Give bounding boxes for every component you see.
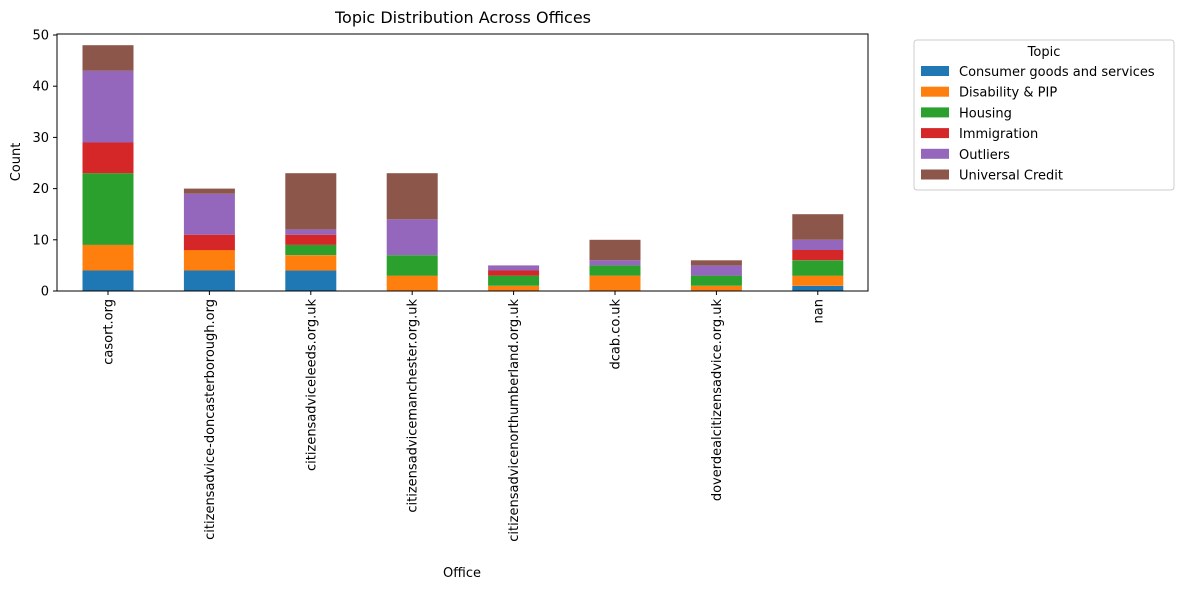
legend-item-label: Universal Credit (959, 169, 1063, 184)
bar-segment (488, 275, 540, 286)
bar-segment (183, 270, 235, 291)
bar-segment (82, 70, 134, 143)
legend-swatch (921, 86, 949, 97)
legend-swatch (921, 107, 949, 118)
bar-segment (285, 234, 337, 245)
bar-segment (488, 270, 540, 276)
x-tick-label: doverdealcitizensadvice.org.uk (710, 299, 725, 502)
x-tick-label: citizensadvicenorthumberland.org.uk (507, 299, 522, 542)
bar-segment (82, 270, 134, 291)
bar-segment (690, 265, 742, 276)
legend-item-label: Outliers (959, 148, 1010, 163)
bar-segment (386, 275, 438, 291)
legend: Topic Consumer goods and services Disabil… (913, 39, 1175, 191)
bar-segment (386, 219, 438, 256)
legend-swatch (921, 169, 949, 180)
y-tick-label: 0 (41, 285, 49, 300)
bar-segment (792, 260, 844, 276)
bar-segment (386, 255, 438, 276)
plot-frame (56, 33, 869, 292)
legend-item-label: Consumer goods and services (959, 65, 1155, 80)
y-tick-label: 10 (32, 233, 49, 248)
y-axis: 0 10 20 30 40 50 (32, 29, 57, 300)
bar-segment (589, 265, 641, 276)
legend-swatch (921, 148, 949, 159)
y-tick-label: 20 (32, 182, 49, 197)
bar-segment (285, 244, 337, 256)
x-axis-label: Office (443, 566, 481, 581)
legend-item-label: Housing (959, 106, 1012, 121)
bar-segment (183, 193, 235, 235)
bar-segment (690, 260, 742, 266)
legend-item-label: Disability & PIP (959, 86, 1057, 101)
bar-segment (589, 239, 641, 261)
bar-segment (82, 142, 134, 174)
bar-segment (285, 173, 337, 230)
bar-segment (792, 214, 844, 240)
x-tick-label: nan (811, 299, 826, 323)
y-tick-label: 40 (32, 80, 49, 95)
bar-segment (589, 275, 641, 291)
bar-segment (488, 285, 540, 291)
legend-swatch (921, 66, 949, 76)
bar-segment (690, 275, 742, 286)
bar-segment (792, 285, 844, 291)
x-tick-label: dcab.co.uk (609, 299, 624, 370)
x-tick-label: citizensadvicemanchester.org.uk (406, 299, 421, 513)
bar-segment (386, 173, 438, 220)
x-tick-label: casort.org (102, 299, 117, 365)
bar-segment (792, 250, 844, 261)
y-tick-label: 50 (32, 29, 49, 44)
legend-item-label: Immigration (959, 127, 1038, 142)
bars-layer (82, 45, 844, 291)
bar-segment (488, 265, 540, 271)
bar-segment (589, 260, 641, 266)
bar-segment (690, 285, 742, 291)
legend-frame (913, 39, 1175, 191)
x-tick-label: citizensadviceleeds.org.uk (304, 299, 319, 471)
x-tick-label: citizensadvice-doncasterborough.org (203, 299, 218, 540)
bar-segment (82, 173, 134, 245)
bar-segment (285, 255, 337, 271)
bar-segment (285, 229, 337, 235)
chart-title: Topic Distribution Across Offices (334, 8, 591, 27)
bar-segment (183, 188, 235, 194)
bar-segment (792, 275, 844, 286)
legend-swatch (921, 128, 949, 139)
y-tick-label: 30 (32, 131, 49, 146)
bar-segment (82, 45, 134, 71)
y-axis-label: Count (9, 143, 24, 182)
legend-title: Topic (1027, 45, 1061, 60)
bar-segment (285, 270, 337, 291)
bar-segment (792, 239, 844, 250)
bar-segment (183, 250, 235, 271)
bar-segment (82, 244, 134, 271)
x-axis: casort.org citizensadvice-doncasterboroug… (102, 291, 826, 542)
bar-segment (183, 234, 235, 251)
